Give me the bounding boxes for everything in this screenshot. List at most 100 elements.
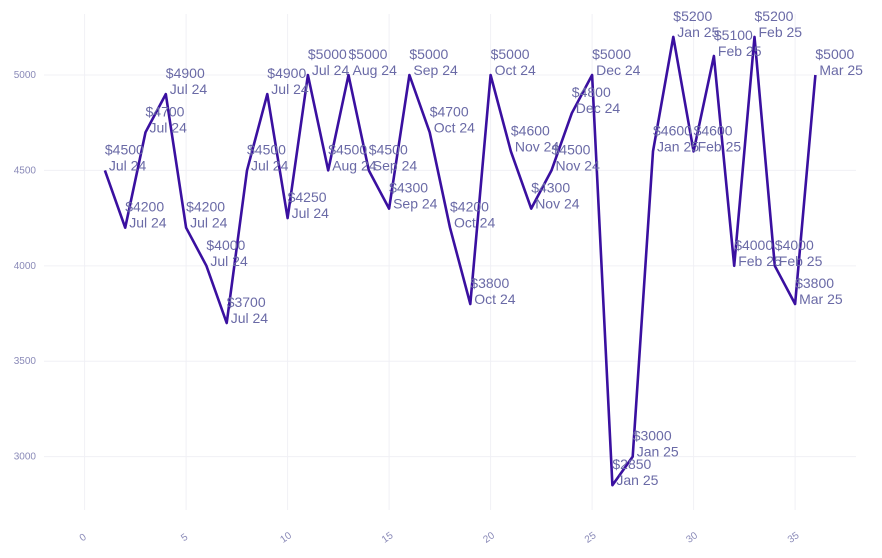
data-label-month: Aug 24 bbox=[353, 62, 398, 78]
data-label-price: $4500 bbox=[369, 141, 408, 157]
data-label: $3800 Oct 24 bbox=[470, 275, 515, 307]
data-label: $3800 Mar 25 bbox=[795, 275, 843, 307]
data-label-price: $3700 bbox=[227, 294, 266, 310]
data-label: $4500 Nov 24 bbox=[552, 141, 601, 173]
x-tick-label: 5 bbox=[179, 532, 190, 544]
data-label: $5000 Aug 24 bbox=[349, 46, 398, 78]
data-label-price: $5100 bbox=[714, 27, 753, 43]
data-label-month: Jul 24 bbox=[129, 215, 167, 231]
data-label: $5200 Feb 25 bbox=[755, 8, 803, 40]
data-label-price: $4500 bbox=[328, 141, 367, 157]
x-tick-label: 30 bbox=[684, 530, 700, 546]
data-label-price: $4200 bbox=[125, 199, 164, 215]
data-label: $4300 Sep 24 bbox=[389, 180, 438, 212]
data-label-price: $4800 bbox=[572, 84, 611, 100]
data-label-month: Sep 24 bbox=[413, 62, 458, 78]
data-label-price: $3800 bbox=[795, 275, 834, 291]
data-label-month: Nov 24 bbox=[556, 157, 601, 173]
x-tick-label: 35 bbox=[786, 530, 802, 546]
data-label-month: Nov 24 bbox=[515, 138, 560, 154]
data-label-month: Jul 24 bbox=[251, 157, 289, 173]
data-label-month: Jan 25 bbox=[657, 138, 699, 154]
x-tick-label: 10 bbox=[278, 530, 294, 546]
data-label: $4000 Feb 25 bbox=[775, 237, 823, 269]
data-label-price: $5000 bbox=[592, 46, 631, 62]
data-label-price: $4000 bbox=[775, 237, 814, 253]
data-label: $4900 Jul 24 bbox=[267, 65, 309, 97]
data-label-month: Jan 25 bbox=[677, 24, 719, 40]
data-label-month: Aug 24 bbox=[332, 157, 377, 173]
data-label-month: Jul 24 bbox=[190, 215, 228, 231]
data-label-month: Oct 24 bbox=[495, 62, 536, 78]
data-label: $5100 Feb 25 bbox=[714, 27, 762, 59]
data-label-price: $5000 bbox=[815, 46, 854, 62]
data-label-month: Jan 25 bbox=[616, 472, 658, 488]
y-tick-label: 5000 bbox=[14, 70, 37, 81]
data-label-price: $4700 bbox=[146, 103, 185, 119]
data-label-price: $4500 bbox=[552, 141, 591, 157]
data-label-price: $5000 bbox=[491, 46, 530, 62]
data-label-month: Jul 24 bbox=[271, 81, 309, 97]
data-label-month: Mar 25 bbox=[799, 291, 843, 307]
data-label-month: Sep 24 bbox=[393, 196, 438, 212]
data-label-month: Jul 24 bbox=[109, 157, 147, 173]
data-label-price: $3000 bbox=[633, 428, 672, 444]
data-label: $4250 Jul 24 bbox=[288, 189, 330, 221]
y-tick-label: 4500 bbox=[14, 165, 37, 176]
data-label-price: $5000 bbox=[349, 46, 388, 62]
data-label-month: Feb 25 bbox=[759, 24, 803, 40]
data-label: $4500 Jul 24 bbox=[105, 141, 147, 173]
data-label-month: Dec 24 bbox=[596, 62, 641, 78]
data-label-price: $5200 bbox=[755, 8, 794, 24]
data-label-price: $4200 bbox=[186, 199, 225, 215]
data-label: $5000 Mar 25 bbox=[815, 46, 863, 78]
x-tick-label: 15 bbox=[380, 530, 396, 546]
data-label-price: $4600 bbox=[511, 122, 550, 138]
data-label: $4600 Feb 25 bbox=[694, 122, 742, 154]
data-label-price: $4000 bbox=[206, 237, 245, 253]
data-label-price: $2850 bbox=[612, 456, 651, 472]
data-label-month: Oct 24 bbox=[474, 291, 515, 307]
data-label: $5000 Oct 24 bbox=[491, 46, 536, 78]
data-label-price: $5200 bbox=[673, 8, 712, 24]
data-label-month: Feb 25 bbox=[698, 138, 742, 154]
data-label-price: $5000 bbox=[308, 46, 347, 62]
y-tick-label: 3000 bbox=[14, 452, 37, 463]
data-label-price: $4700 bbox=[430, 103, 469, 119]
data-label-month: Jul 24 bbox=[231, 310, 269, 326]
data-label-month: Jul 24 bbox=[150, 119, 188, 135]
data-label: $4700 Jul 24 bbox=[146, 103, 188, 135]
data-label: $4600 Jan 25 bbox=[653, 122, 699, 154]
data-label-month: Feb 25 bbox=[738, 253, 782, 269]
data-label-price: $3800 bbox=[470, 275, 509, 291]
data-label-month: Nov 24 bbox=[535, 196, 580, 212]
data-label-price: $4300 bbox=[531, 180, 570, 196]
data-label-price: $4500 bbox=[247, 141, 286, 157]
data-label-price: $4300 bbox=[389, 180, 428, 196]
data-label: $4200 Jul 24 bbox=[125, 199, 167, 231]
data-label-price: $4900 bbox=[166, 65, 205, 81]
data-label-price: $4200 bbox=[450, 199, 489, 215]
data-label: $4000 Feb 25 bbox=[734, 237, 782, 269]
data-label: $4500 Sep 24 bbox=[369, 141, 418, 173]
y-axis-ticks: 3000 3500 4000 4500 5000 bbox=[14, 70, 37, 463]
data-label: $4800 Dec 24 bbox=[572, 84, 621, 116]
data-label: $4200 Oct 24 bbox=[450, 199, 495, 231]
data-label-price: $4600 bbox=[694, 122, 733, 138]
data-label-month: Jan 25 bbox=[637, 444, 679, 460]
data-labels: $4500 Jul 24$4200 Jul 24$4700 Jul 24$4900 Ju… bbox=[105, 8, 863, 488]
y-tick-label: 4000 bbox=[14, 261, 37, 272]
data-label-price: $5000 bbox=[409, 46, 448, 62]
x-tick-label: 25 bbox=[583, 530, 599, 546]
series-line bbox=[103, 35, 817, 487]
data-label: $5200 Jan 25 bbox=[673, 8, 719, 40]
data-label: $4600 Nov 24 bbox=[511, 122, 560, 154]
data-label-month: Jul 24 bbox=[292, 205, 330, 221]
x-tick-label: 20 bbox=[481, 530, 497, 546]
data-label-month: Jul 24 bbox=[170, 81, 208, 97]
data-label: $4500 Jul 24 bbox=[247, 141, 289, 173]
data-label: $4300 Nov 24 bbox=[531, 180, 580, 212]
data-label-month: Jul 24 bbox=[312, 62, 350, 78]
data-label: $4700 Oct 24 bbox=[430, 103, 475, 135]
